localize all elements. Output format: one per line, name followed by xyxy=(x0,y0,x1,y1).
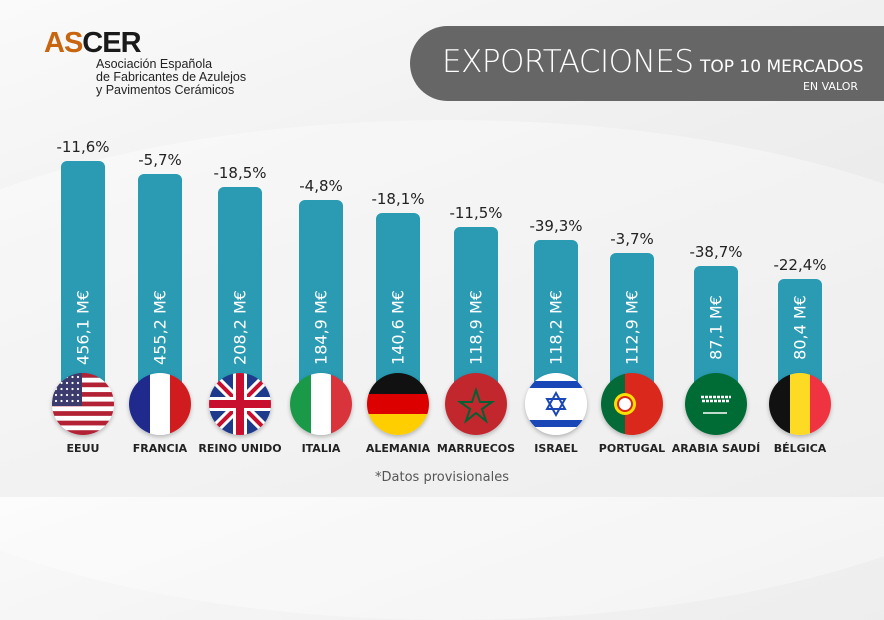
change-label: -3,7% xyxy=(610,229,654,248)
bar xyxy=(299,200,343,385)
change-label: -5,7% xyxy=(138,151,182,170)
france-flag-icon xyxy=(129,373,191,435)
value-label: 118,2 M€ xyxy=(546,290,566,365)
israel-flag-icon xyxy=(525,373,587,435)
belgium-flag-icon xyxy=(769,373,831,435)
change-label: -4,8% xyxy=(299,177,343,196)
change-label: -39,3% xyxy=(529,216,583,235)
bar xyxy=(376,213,420,385)
logo-line3: y Pavimentos Cerámicos xyxy=(96,83,235,97)
portugal-flag-icon xyxy=(601,373,663,435)
bar xyxy=(534,239,578,385)
bar xyxy=(778,278,822,385)
subtitle: TOP 10 MERCADOS xyxy=(700,57,864,77)
unit-label: EN VALOR xyxy=(802,80,858,93)
ascer-logo: ASCER Asociación Española de Fabricantes… xyxy=(44,28,246,97)
country-label: ISRAEL xyxy=(534,442,578,455)
country-label: FRANCIA xyxy=(132,442,188,455)
uk-flag-icon xyxy=(209,373,271,435)
country-label: BÉLGICA xyxy=(773,442,827,455)
saudi-arabia-flag-icon xyxy=(685,373,747,435)
logo-line1: Asociación Española xyxy=(96,57,213,71)
country-label: ITALIA xyxy=(301,442,341,455)
logo-line2: de Fabricantes de Azulejos xyxy=(96,70,247,84)
change-label: -11,5% xyxy=(449,203,503,222)
footnote: *Datos provisionales xyxy=(375,470,509,485)
bar xyxy=(218,187,262,385)
italy-flag-icon xyxy=(290,373,352,435)
change-label: -18,1% xyxy=(371,190,425,209)
change-label: -18,5% xyxy=(213,164,267,183)
change-label: -38,7% xyxy=(689,242,743,261)
title-banner: EXPORTACIONES TOP 10 MERCADOS EN VALOR xyxy=(410,26,884,101)
country-label: EEUU xyxy=(66,442,100,455)
germany-flag-icon xyxy=(367,373,429,435)
value-label: 80,4 M€ xyxy=(790,295,810,360)
country-label: ALEMANIA xyxy=(365,442,431,455)
value-label: 112,9 M€ xyxy=(622,290,642,365)
value-label: 87,1 M€ xyxy=(706,295,726,360)
bar xyxy=(694,265,738,385)
logo-as: AS xyxy=(44,27,83,59)
title: EXPORTACIONES xyxy=(442,44,694,80)
bar xyxy=(138,174,182,385)
change-label: -22,4% xyxy=(773,255,827,274)
bar xyxy=(610,252,654,385)
value-label: 118,9 M€ xyxy=(466,290,486,365)
value-label: 184,9 M€ xyxy=(311,290,331,365)
value-label: 208,2 M€ xyxy=(230,290,250,365)
value-label: 456,1 M€ xyxy=(73,290,93,365)
bar xyxy=(454,226,498,385)
country-label: ARABIA SAUDÍ xyxy=(671,442,761,455)
morocco-flag-icon xyxy=(445,373,507,435)
logo-cer: CER xyxy=(82,27,141,59)
country-label: MARRUECOS xyxy=(436,442,516,455)
bar xyxy=(61,161,105,385)
country-label: REINO UNIDO xyxy=(198,442,282,455)
country-label: PORTUGAL xyxy=(598,442,666,455)
value-label: 455,2 M€ xyxy=(150,290,170,365)
value-label: 140,6 M€ xyxy=(388,290,408,365)
usa-flag-icon xyxy=(52,373,114,435)
change-label: -11,6% xyxy=(56,138,110,156)
